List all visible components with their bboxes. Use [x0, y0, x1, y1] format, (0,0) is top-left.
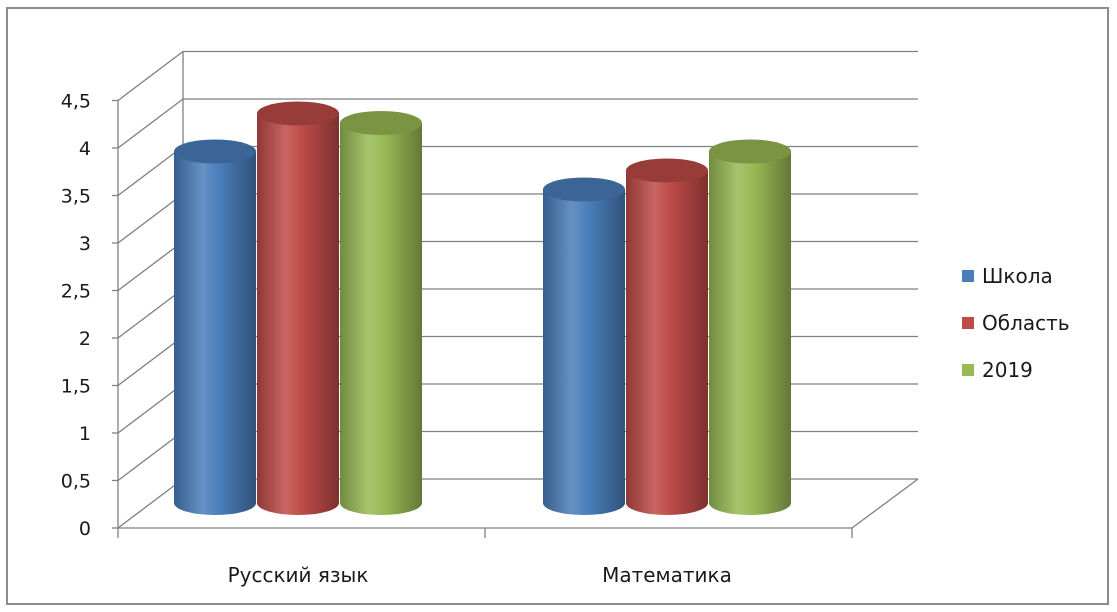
legend: Школа Область 2019: [962, 252, 1070, 393]
bar-top: [709, 139, 791, 164]
legend-label-school: Школа: [982, 263, 1053, 288]
y-tick-label: 1,5: [61, 376, 91, 398]
y-tick-label: 2: [79, 328, 91, 350]
y-tick-label: 2,5: [61, 281, 91, 303]
bar-body: [543, 189, 625, 515]
x-category-label: Математика: [602, 563, 732, 587]
bar-body: [340, 123, 422, 515]
bar: [174, 139, 256, 515]
bar-top: [174, 139, 256, 164]
bar: [543, 177, 625, 515]
y-tick-label: 0: [79, 518, 91, 540]
bar-body: [626, 170, 708, 515]
legend-label-2019: 2019: [982, 357, 1033, 382]
bar-top: [626, 158, 708, 183]
bar-top: [543, 177, 625, 202]
legend-item-2019: 2019: [962, 346, 1070, 393]
bar: [709, 139, 791, 515]
floor-right-edge: [851, 478, 919, 529]
bar-body: [709, 151, 791, 515]
y-tick-label: 3: [79, 233, 91, 255]
legend-swatch-2019: [962, 363, 974, 376]
bar: [340, 111, 422, 515]
x-category-label: Русский язык: [228, 563, 369, 587]
y-tick-label: 4,5: [61, 91, 91, 113]
bar-top: [340, 111, 422, 135]
legend-swatch-school: [962, 269, 974, 282]
gridline-side: [117, 430, 184, 482]
gridline-side: [117, 98, 184, 149]
gridline-side: [117, 478, 184, 529]
gridline-side: [117, 193, 184, 244]
bar-body: [174, 151, 256, 515]
gridline-side: [117, 50, 184, 102]
bar: [257, 101, 339, 515]
legend-label-region: Область: [982, 310, 1070, 335]
gridline-side: [117, 288, 184, 339]
legend-item-region: Область: [962, 299, 1070, 346]
y-tick-label: 0,5: [61, 471, 91, 493]
gridline-side: [117, 145, 184, 197]
bar: [626, 158, 708, 515]
gridline-side: [117, 335, 184, 387]
y-tick-label: 1: [79, 423, 91, 445]
bar-top: [257, 101, 339, 126]
y-tick-label: 4: [79, 138, 91, 160]
gridline-side: [117, 240, 184, 292]
gridline-side: [117, 383, 184, 434]
legend-swatch-region: [962, 316, 974, 329]
legend-item-school: Школа: [962, 252, 1070, 299]
bar-body: [257, 113, 339, 515]
y-tick-label: 3,5: [61, 186, 91, 208]
